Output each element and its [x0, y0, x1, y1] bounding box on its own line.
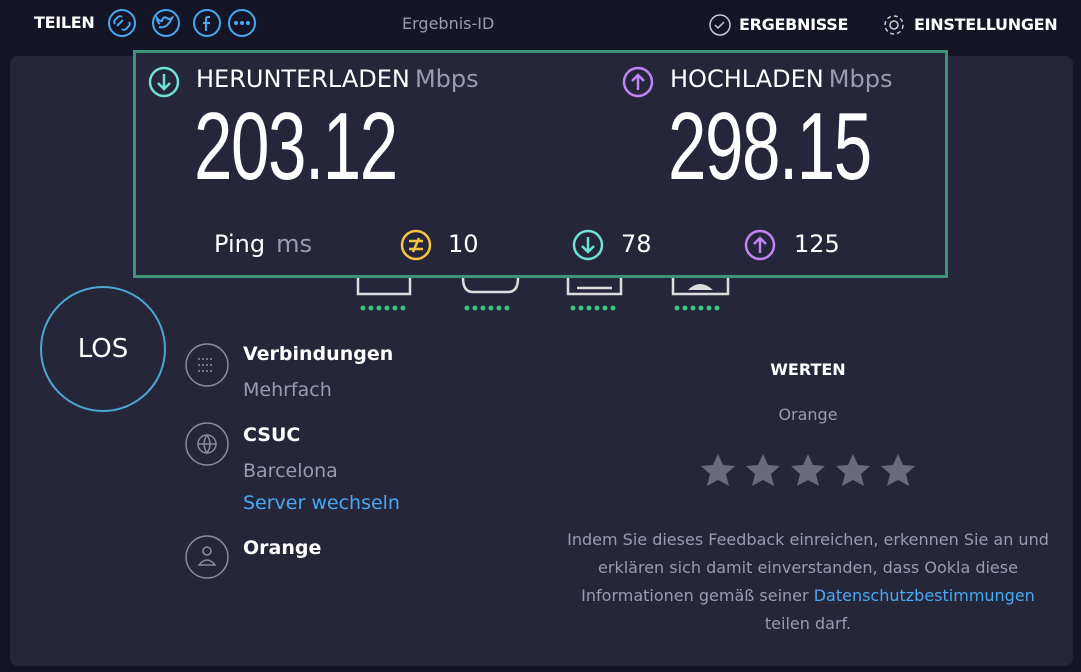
twitter-share[interactable]: [152, 9, 180, 37]
privacy-link[interactable]: Datenschutzbestimmungen: [813, 586, 1035, 605]
share-icons: [108, 9, 256, 37]
provider-name: Orange: [243, 537, 322, 559]
facebook-share[interactable]: [193, 9, 221, 37]
change-server-link[interactable]: Server wechseln: [243, 492, 400, 514]
ping-heading: Ping ms: [214, 230, 312, 258]
check-icon: [709, 14, 731, 36]
server-name: CSUC: [243, 424, 301, 446]
ping-label: Ping: [214, 230, 266, 258]
go-button[interactable]: LOS: [40, 286, 166, 412]
star[interactable]: [881, 454, 915, 486]
result-id-label: Ergebnis-ID: [402, 14, 495, 33]
more-share[interactable]: [228, 9, 256, 37]
download-ping: 78: [621, 230, 652, 258]
download-value: 203.12: [194, 93, 398, 200]
settings-button[interactable]: EINSTELLUNGEN: [914, 15, 1058, 34]
download-ping-icon: [572, 229, 604, 261]
idle-ping-icon: [400, 229, 432, 261]
download-heading: HERUNTERLADEN Mbps: [196, 65, 479, 93]
star[interactable]: [701, 454, 735, 486]
upload-ping: 125: [794, 230, 840, 258]
gear-icon: [884, 15, 904, 35]
results-button[interactable]: ERGEBNISSE: [739, 15, 849, 34]
download-unit: Mbps: [414, 65, 479, 93]
link-share[interactable]: [108, 9, 136, 37]
disclaimer-end: teilen darf.: [764, 614, 852, 633]
rating-disclaimer: Indem Sie dieses Feedback einreichen, er…: [563, 526, 1053, 638]
star[interactable]: [746, 454, 780, 486]
connection-icons: [356, 276, 730, 311]
info-icons: [185, 343, 229, 579]
results-box: [133, 50, 948, 278]
upload-ping-icon: [744, 229, 776, 261]
share-label: TEILEN: [34, 13, 95, 32]
upload-label: HOCHLADEN: [670, 65, 824, 93]
rating-title: WERTEN: [770, 360, 846, 379]
idle-ping: 10: [448, 230, 479, 258]
star[interactable]: [836, 454, 870, 486]
rating-provider: Orange: [778, 405, 838, 424]
download-icon: [148, 66, 180, 98]
upload-value: 298.15: [668, 93, 872, 200]
server-location: Barcelona: [243, 460, 338, 482]
connections-value: Mehrfach: [243, 379, 332, 401]
star[interactable]: [791, 454, 825, 486]
upload-heading: HOCHLADEN Mbps: [670, 65, 892, 93]
connections-label: Verbindungen: [243, 343, 394, 365]
download-label: HERUNTERLADEN: [196, 65, 410, 93]
upload-unit: Mbps: [828, 65, 893, 93]
disclaimer-text: Indem Sie dieses Feedback einreichen, er…: [567, 530, 1049, 605]
rating-stars: [701, 454, 915, 486]
upload-icon: [622, 66, 654, 98]
ping-unit: ms: [276, 230, 313, 258]
